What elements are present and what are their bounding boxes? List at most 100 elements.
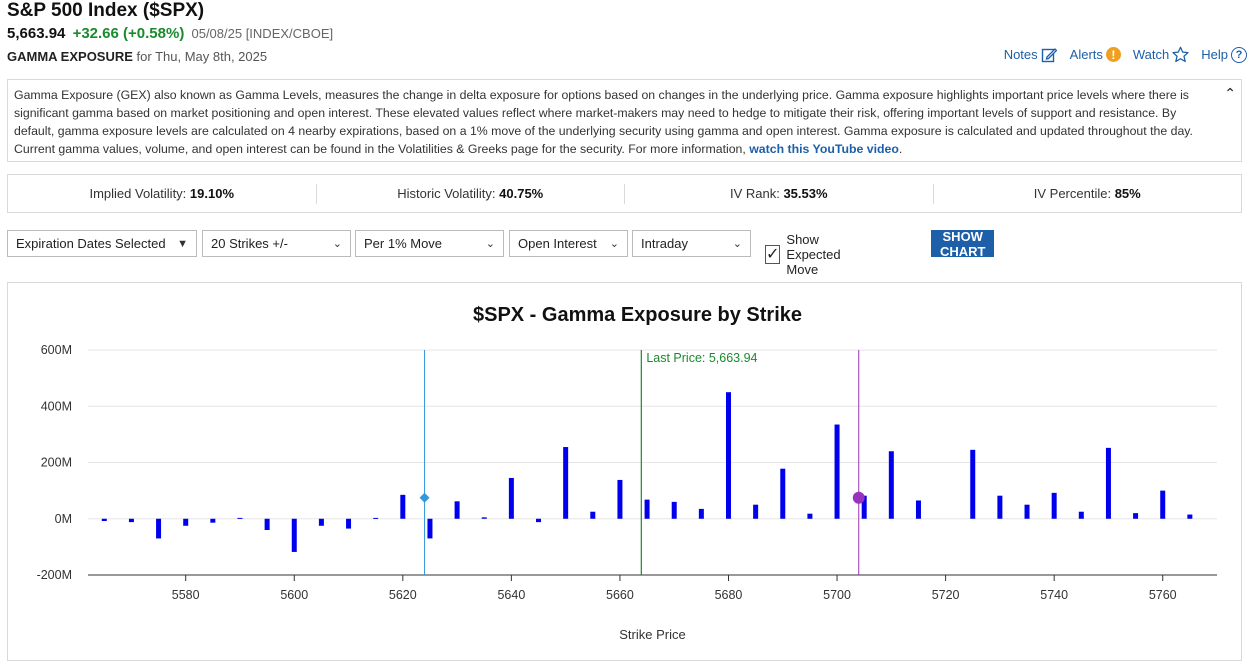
- stat-value: 35.53%: [783, 185, 828, 201]
- checkmark-icon[interactable]: ✓: [765, 245, 781, 264]
- gamma-bar: [563, 447, 569, 519]
- edit-icon: [1041, 46, 1058, 63]
- stat-label: Historic Volatility:: [397, 185, 496, 201]
- move-select[interactable]: Per 1% Move ⌄: [355, 230, 504, 257]
- page-header: S&P 500 Index ($SPX) 5,663.94 +32.66 (+0…: [7, 0, 1247, 76]
- basis-select[interactable]: Open Interest ⌄: [509, 230, 628, 257]
- expected-move-high-marker: [852, 491, 865, 504]
- gamma-bar: [1133, 513, 1139, 519]
- gamma-bar: [318, 518, 324, 526]
- y-tick-label: 600M: [41, 343, 72, 357]
- x-tick-label: 5740: [1040, 588, 1068, 602]
- x-tick-label: 5640: [497, 588, 525, 602]
- x-tick-label: 5600: [280, 588, 308, 602]
- stat-value: 40.75%: [499, 185, 544, 201]
- chevron-up-icon[interactable]: ⌃: [1224, 85, 1236, 101]
- show-expected-move-checkbox[interactable]: ✓ Show Expected Move: [765, 232, 844, 277]
- x-tick-label: 5700: [823, 588, 851, 602]
- section-label: GAMMA EXPOSURE: [7, 49, 133, 64]
- gex-description: Gamma Exposure (GEX) also known as Gamma…: [7, 79, 1242, 162]
- quote-line: 5,663.94 +32.66 (+0.58%) 05/08/25 [INDEX…: [7, 25, 333, 42]
- gamma-bar: [915, 500, 921, 519]
- caret-down-icon: ▼: [177, 237, 188, 250]
- gamma-bar: [400, 494, 406, 519]
- gamma-bar: [481, 517, 487, 519]
- gamma-bar: [970, 449, 976, 519]
- stat-label: IV Percentile:: [1033, 185, 1112, 201]
- quote-meta: 05/08/25 [INDEX/CBOE]: [191, 26, 334, 41]
- gamma-bar: [753, 504, 759, 519]
- section-subtitle: GAMMA EXPOSURE for Thu, May 8th, 2025: [7, 49, 267, 64]
- watch-label: Watch: [1132, 47, 1170, 62]
- x-tick-label: 5660: [606, 588, 634, 602]
- alert-icon: !: [1105, 47, 1121, 62]
- alerts-link[interactable]: Alerts !: [1070, 47, 1121, 62]
- gamma-bar: [210, 518, 216, 523]
- gamma-bar: [1160, 490, 1166, 519]
- gamma-bar: [427, 518, 433, 539]
- x-axis-label: Strike Price: [619, 627, 685, 642]
- page-title: S&P 500 Index ($SPX): [7, 0, 205, 21]
- select-value: Per 1% Move: [364, 236, 443, 251]
- gamma-bar: [101, 518, 107, 521]
- description-text: Gamma Exposure (GEX) also known as Gamma…: [14, 88, 1193, 156]
- select-value: 20 Strikes +/-: [211, 236, 288, 251]
- x-tick-label: 5720: [932, 588, 960, 602]
- notes-link[interactable]: Notes: [1004, 46, 1058, 63]
- gamma-bar: [1078, 511, 1084, 519]
- gamma-bar: [508, 477, 514, 519]
- dropdown-value: Expiration Dates Selected: [16, 236, 166, 251]
- expiration-dates-dropdown[interactable]: Expiration Dates Selected ▼: [7, 230, 197, 257]
- show-chart-button[interactable]: SHOW CHART: [931, 229, 995, 259]
- gamma-exposure-chart: $SPX - Gamma Exposure by Strike -200M 0M 20…: [37, 304, 1217, 642]
- y-tick-label: 400M: [41, 399, 72, 413]
- gamma-bar: [291, 518, 297, 552]
- gamma-bar: [1105, 447, 1111, 519]
- help-label: Help: [1201, 47, 1228, 62]
- volatility-stats: Implied Volatility: 19.10% Historic Vola…: [7, 174, 1242, 213]
- stat-iv-rank: IV Rank: 35.53%: [625, 183, 934, 204]
- price-change: +32.66 (+0.58%): [72, 25, 185, 42]
- section-date: for Thu, May 8th, 2025: [136, 49, 268, 64]
- chevron-down-icon: ⌄: [732, 238, 742, 250]
- gamma-bar: [671, 501, 677, 519]
- gamma-bar: [780, 468, 786, 519]
- gamma-bar: [183, 518, 189, 526]
- stat-value: 19.10%: [189, 185, 235, 201]
- gamma-chart-panel: $SPX - Gamma Exposure by Strike -200M 0M 20…: [7, 282, 1242, 661]
- chevron-down-icon: ⌄: [609, 238, 619, 250]
- chevron-down-icon: ⌄: [485, 238, 495, 250]
- gamma-bar: [617, 479, 623, 519]
- gamma-bar: [264, 518, 270, 530]
- y-tick-label: 0M: [55, 512, 72, 526]
- gamma-bar: [698, 508, 704, 519]
- help-link[interactable]: Help ?: [1201, 46, 1247, 63]
- x-tick-label: 5620: [389, 588, 417, 602]
- watch-link[interactable]: Watch: [1133, 46, 1189, 63]
- description-end: .: [898, 142, 903, 156]
- stat-historic-volatility: Historic Volatility: 40.75%: [317, 183, 625, 204]
- stat-iv-percentile: IV Percentile: 85%: [934, 184, 1242, 204]
- timeframe-select[interactable]: Intraday ⌄: [632, 230, 751, 257]
- select-value: Open Interest: [518, 236, 597, 251]
- stat-label: IV Rank:: [729, 185, 780, 201]
- stat-label: Implied Volatility:: [89, 185, 187, 201]
- gamma-bar: [807, 513, 813, 519]
- gamma-bar: [725, 392, 731, 519]
- gamma-bar: [156, 518, 162, 539]
- chart-title: $SPX - Gamma Exposure by Strike: [473, 304, 802, 326]
- gamma-bar: [536, 518, 542, 523]
- last-price: 5,663.94: [7, 25, 66, 42]
- gamma-bar: [454, 501, 460, 519]
- star-icon: [1172, 46, 1189, 63]
- youtube-link[interactable]: watch this YouTube video: [749, 142, 899, 156]
- y-tick-label: -200M: [37, 568, 72, 582]
- strikes-select[interactable]: 20 Strikes +/- ⌄: [202, 230, 351, 257]
- select-value: Intraday: [641, 236, 688, 251]
- top-links: Notes Alerts ! Watch Help ?: [1004, 46, 1247, 63]
- gamma-bar: [888, 451, 894, 519]
- gamma-bar: [644, 499, 650, 519]
- notes-label: Notes: [1003, 47, 1038, 62]
- gamma-bar: [237, 517, 243, 519]
- x-tick-label: 5680: [715, 588, 743, 602]
